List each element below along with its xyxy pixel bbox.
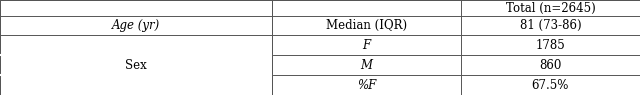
Text: 860: 860 (540, 59, 561, 72)
Text: Sex: Sex (125, 59, 147, 72)
Text: Median (IQR): Median (IQR) (326, 19, 407, 32)
Text: M: M (360, 59, 372, 72)
Text: %F: %F (356, 79, 376, 91)
Text: F: F (362, 39, 371, 52)
Text: 81 (73-86): 81 (73-86) (520, 19, 581, 32)
Text: Total (n=2645): Total (n=2645) (506, 2, 595, 15)
Text: 1785: 1785 (536, 39, 565, 52)
Text: 67.5%: 67.5% (532, 79, 569, 91)
Text: Age (yr): Age (yr) (112, 19, 160, 32)
